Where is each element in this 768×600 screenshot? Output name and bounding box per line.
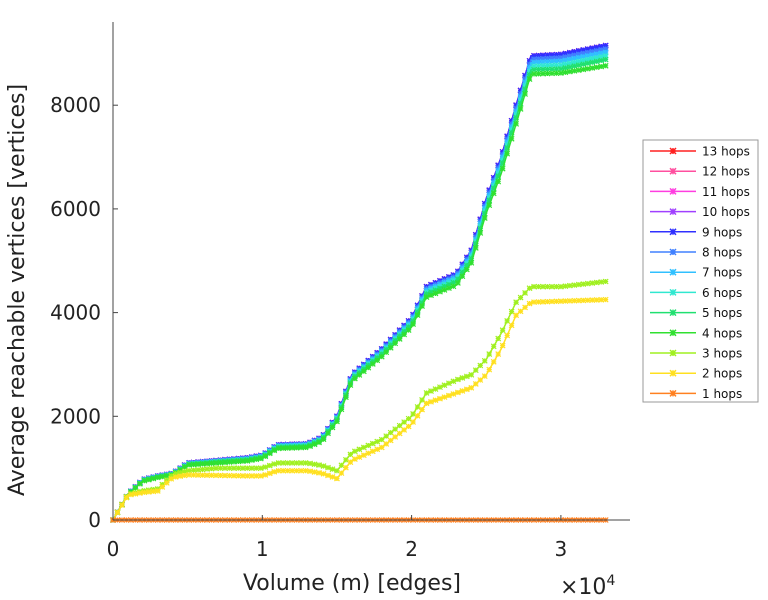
legend-marker-icon	[669, 389, 677, 397]
legend-label: 13 hops	[702, 145, 750, 159]
legend-item: 3 hops	[650, 347, 742, 361]
legend-marker-icon	[669, 187, 677, 195]
legend-marker-icon	[669, 288, 677, 296]
series-layer	[110, 42, 609, 523]
legend: 13 hops 12 hops 11 hops 10 hops 9 hops 8 hops…	[642, 139, 759, 403]
series-4-hops	[110, 62, 609, 523]
x-axis-label: Volume (m) [edges]	[243, 571, 461, 596]
legend-label: 8 hops	[702, 246, 742, 260]
legend-label: 9 hops	[702, 225, 742, 239]
legend-label: 11 hops	[702, 185, 750, 199]
legend-marker-icon	[669, 167, 677, 175]
x-tick-label: 0	[107, 537, 120, 561]
legend-marker-icon	[669, 309, 677, 317]
series-markers	[110, 296, 609, 523]
legend-label: 3 hops	[702, 347, 742, 361]
legend-item: 10 hops	[650, 205, 750, 219]
legend-item: 6 hops	[650, 286, 742, 300]
legend-item: 8 hops	[650, 246, 742, 260]
series-3-hops	[110, 278, 609, 523]
legend-label: 4 hops	[702, 326, 742, 340]
legend-marker-icon	[669, 248, 677, 256]
legend-marker-icon	[669, 268, 677, 276]
y-tick-label: 6000	[50, 197, 101, 221]
legend-item: 13 hops	[650, 145, 750, 159]
legend-marker-icon	[669, 228, 677, 236]
legend-item: 1 hops	[650, 387, 742, 401]
legend-item: 11 hops	[650, 185, 750, 199]
series-line	[112, 280, 606, 521]
legend-item: 7 hops	[650, 266, 742, 280]
legend-item: 2 hops	[650, 367, 742, 381]
legend-label: 12 hops	[702, 165, 750, 179]
y-tick-label: 4000	[50, 301, 101, 325]
series-2-hops	[110, 296, 609, 523]
legend-label: 1 hops	[702, 387, 742, 401]
legend-marker-icon	[669, 369, 677, 377]
series-5-hops	[110, 56, 609, 523]
legend-label: 5 hops	[702, 306, 742, 320]
legend-item: 12 hops	[650, 165, 750, 179]
series-markers	[110, 62, 609, 523]
x-multiplier-base: ×10	[560, 575, 606, 600]
series-line	[112, 298, 606, 521]
legend-item: 5 hops	[650, 306, 742, 320]
y-tick-label: 2000	[50, 404, 101, 428]
x-tick-label: 1	[256, 537, 269, 561]
ticks: 0 1 2 3 0 2000 4000 6000 8000	[50, 93, 567, 561]
x-tick-label: 2	[405, 537, 418, 561]
legend-label: 7 hops	[702, 266, 742, 280]
legend-label: 10 hops	[702, 205, 750, 219]
series-line	[112, 65, 606, 521]
y-tick-label: 8000	[50, 93, 101, 117]
legend-item: 4 hops	[650, 326, 742, 340]
y-axis-label: Average reachable vertices [vertices]	[5, 84, 30, 496]
legend-marker-icon	[669, 349, 677, 357]
series-markers	[110, 278, 609, 523]
x-tick-label: 3	[555, 537, 568, 561]
x-multiplier: ×104	[560, 573, 615, 600]
y-tick-label: 0	[88, 508, 101, 532]
legend-item: 9 hops	[650, 225, 742, 239]
legend-label: 6 hops	[702, 286, 742, 300]
legend-box	[642, 139, 759, 403]
series-markers	[110, 56, 609, 523]
legend-marker-icon	[669, 208, 677, 216]
legend-label: 2 hops	[702, 367, 742, 381]
x-multiplier-exponent: 4	[606, 573, 615, 589]
legend-marker-icon	[669, 329, 677, 337]
legend-marker-icon	[669, 147, 677, 155]
